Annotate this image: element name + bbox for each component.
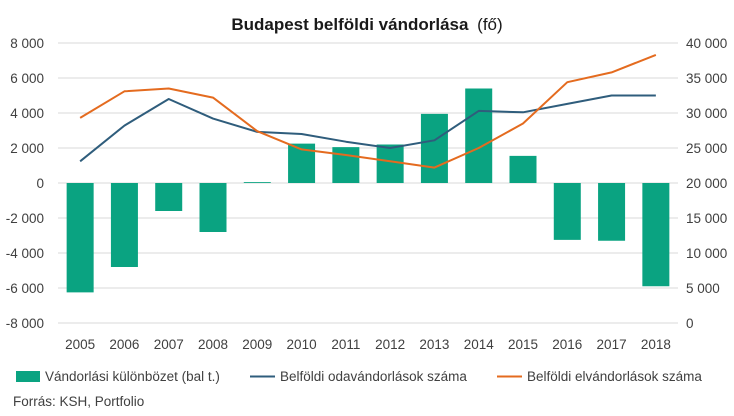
left-tick-label: 4 000 bbox=[10, 106, 44, 121]
bar bbox=[332, 147, 360, 183]
bar-series bbox=[66, 88, 670, 293]
x-tick-label: 2012 bbox=[375, 337, 405, 352]
right-tick-label: 20 000 bbox=[686, 176, 727, 191]
bar bbox=[66, 183, 94, 293]
right-tick-label: 30 000 bbox=[686, 106, 727, 121]
source-note: Forrás: KSH, Portfolio bbox=[13, 394, 144, 409]
line-inflow bbox=[79, 94, 656, 163]
x-tick-label: 2007 bbox=[154, 337, 184, 352]
line-series bbox=[79, 53, 657, 169]
right-tick-label: 5 000 bbox=[686, 281, 720, 296]
x-tick-label: 2015 bbox=[508, 337, 538, 352]
bar bbox=[376, 144, 404, 183]
right-tick-label: 0 bbox=[686, 316, 694, 331]
x-axis-ticks: 2005 2006 2007 2008 2009 2010 2011 2012 2013 2014… bbox=[65, 337, 671, 352]
left-tick-label: -6 000 bbox=[6, 281, 44, 296]
chart-title: Budapest belföldi vándorlása (fő) bbox=[231, 15, 502, 34]
chart-title-unit: (fő) bbox=[477, 15, 503, 34]
bar bbox=[420, 113, 448, 183]
bar bbox=[465, 88, 493, 183]
legend-label-outflow: Belföldi elvándorlások száma bbox=[527, 369, 702, 384]
x-tick-label: 2009 bbox=[242, 337, 272, 352]
left-tick-label: 0 bbox=[36, 176, 44, 191]
left-tick-label: -8 000 bbox=[6, 316, 44, 331]
legend: Vándorlási különbözet (bal t.) Belföldi … bbox=[16, 369, 702, 384]
chart-title-main: Budapest belföldi vándorlása bbox=[231, 15, 469, 34]
left-tick-label: 6 000 bbox=[10, 71, 44, 86]
bar bbox=[598, 183, 626, 241]
x-tick-label: 2006 bbox=[109, 337, 139, 352]
right-tick-label: 15 000 bbox=[686, 211, 727, 226]
line-outflow bbox=[79, 53, 657, 169]
x-tick-label: 2013 bbox=[419, 337, 449, 352]
x-tick-label: 2008 bbox=[198, 337, 228, 352]
left-tick-label: -4 000 bbox=[6, 246, 44, 261]
legend-label-inflow: Belföldi odavándorlások száma bbox=[280, 369, 467, 384]
right-tick-label: 10 000 bbox=[686, 246, 727, 261]
x-tick-label: 2014 bbox=[464, 337, 495, 352]
x-tick-label: 2010 bbox=[287, 337, 317, 352]
right-axis-ticks: 40 000 35 000 30 000 25 000 20 000 15 000 10 0… bbox=[686, 36, 727, 331]
x-tick-label: 2018 bbox=[641, 337, 671, 352]
bar bbox=[509, 155, 537, 183]
bar bbox=[553, 183, 581, 240]
bar bbox=[642, 183, 670, 287]
bar bbox=[199, 183, 227, 232]
bar bbox=[243, 182, 271, 183]
legend-label-bar: Vándorlási különbözet (bal t.) bbox=[45, 369, 220, 384]
x-tick-label: 2016 bbox=[552, 337, 582, 352]
x-tick-label: 2005 bbox=[65, 337, 95, 352]
gridlines bbox=[58, 42, 678, 324]
x-tick-label: 2011 bbox=[331, 337, 360, 352]
left-tick-label: 2 000 bbox=[10, 141, 44, 156]
x-tick-label: 2017 bbox=[597, 337, 627, 352]
right-tick-label: 35 000 bbox=[686, 71, 727, 86]
bar bbox=[110, 183, 138, 267]
legend-swatch-bar bbox=[16, 371, 40, 382]
bar bbox=[155, 183, 183, 211]
right-tick-label: 25 000 bbox=[686, 141, 727, 156]
left-axis-ticks: 8 000 6 000 4 000 2 000 0 -2 000 -4 000 -6 000 -… bbox=[6, 36, 44, 331]
left-tick-label: -2 000 bbox=[6, 211, 44, 226]
left-tick-label: 8 000 bbox=[10, 36, 44, 51]
right-tick-label: 40 000 bbox=[686, 36, 727, 51]
